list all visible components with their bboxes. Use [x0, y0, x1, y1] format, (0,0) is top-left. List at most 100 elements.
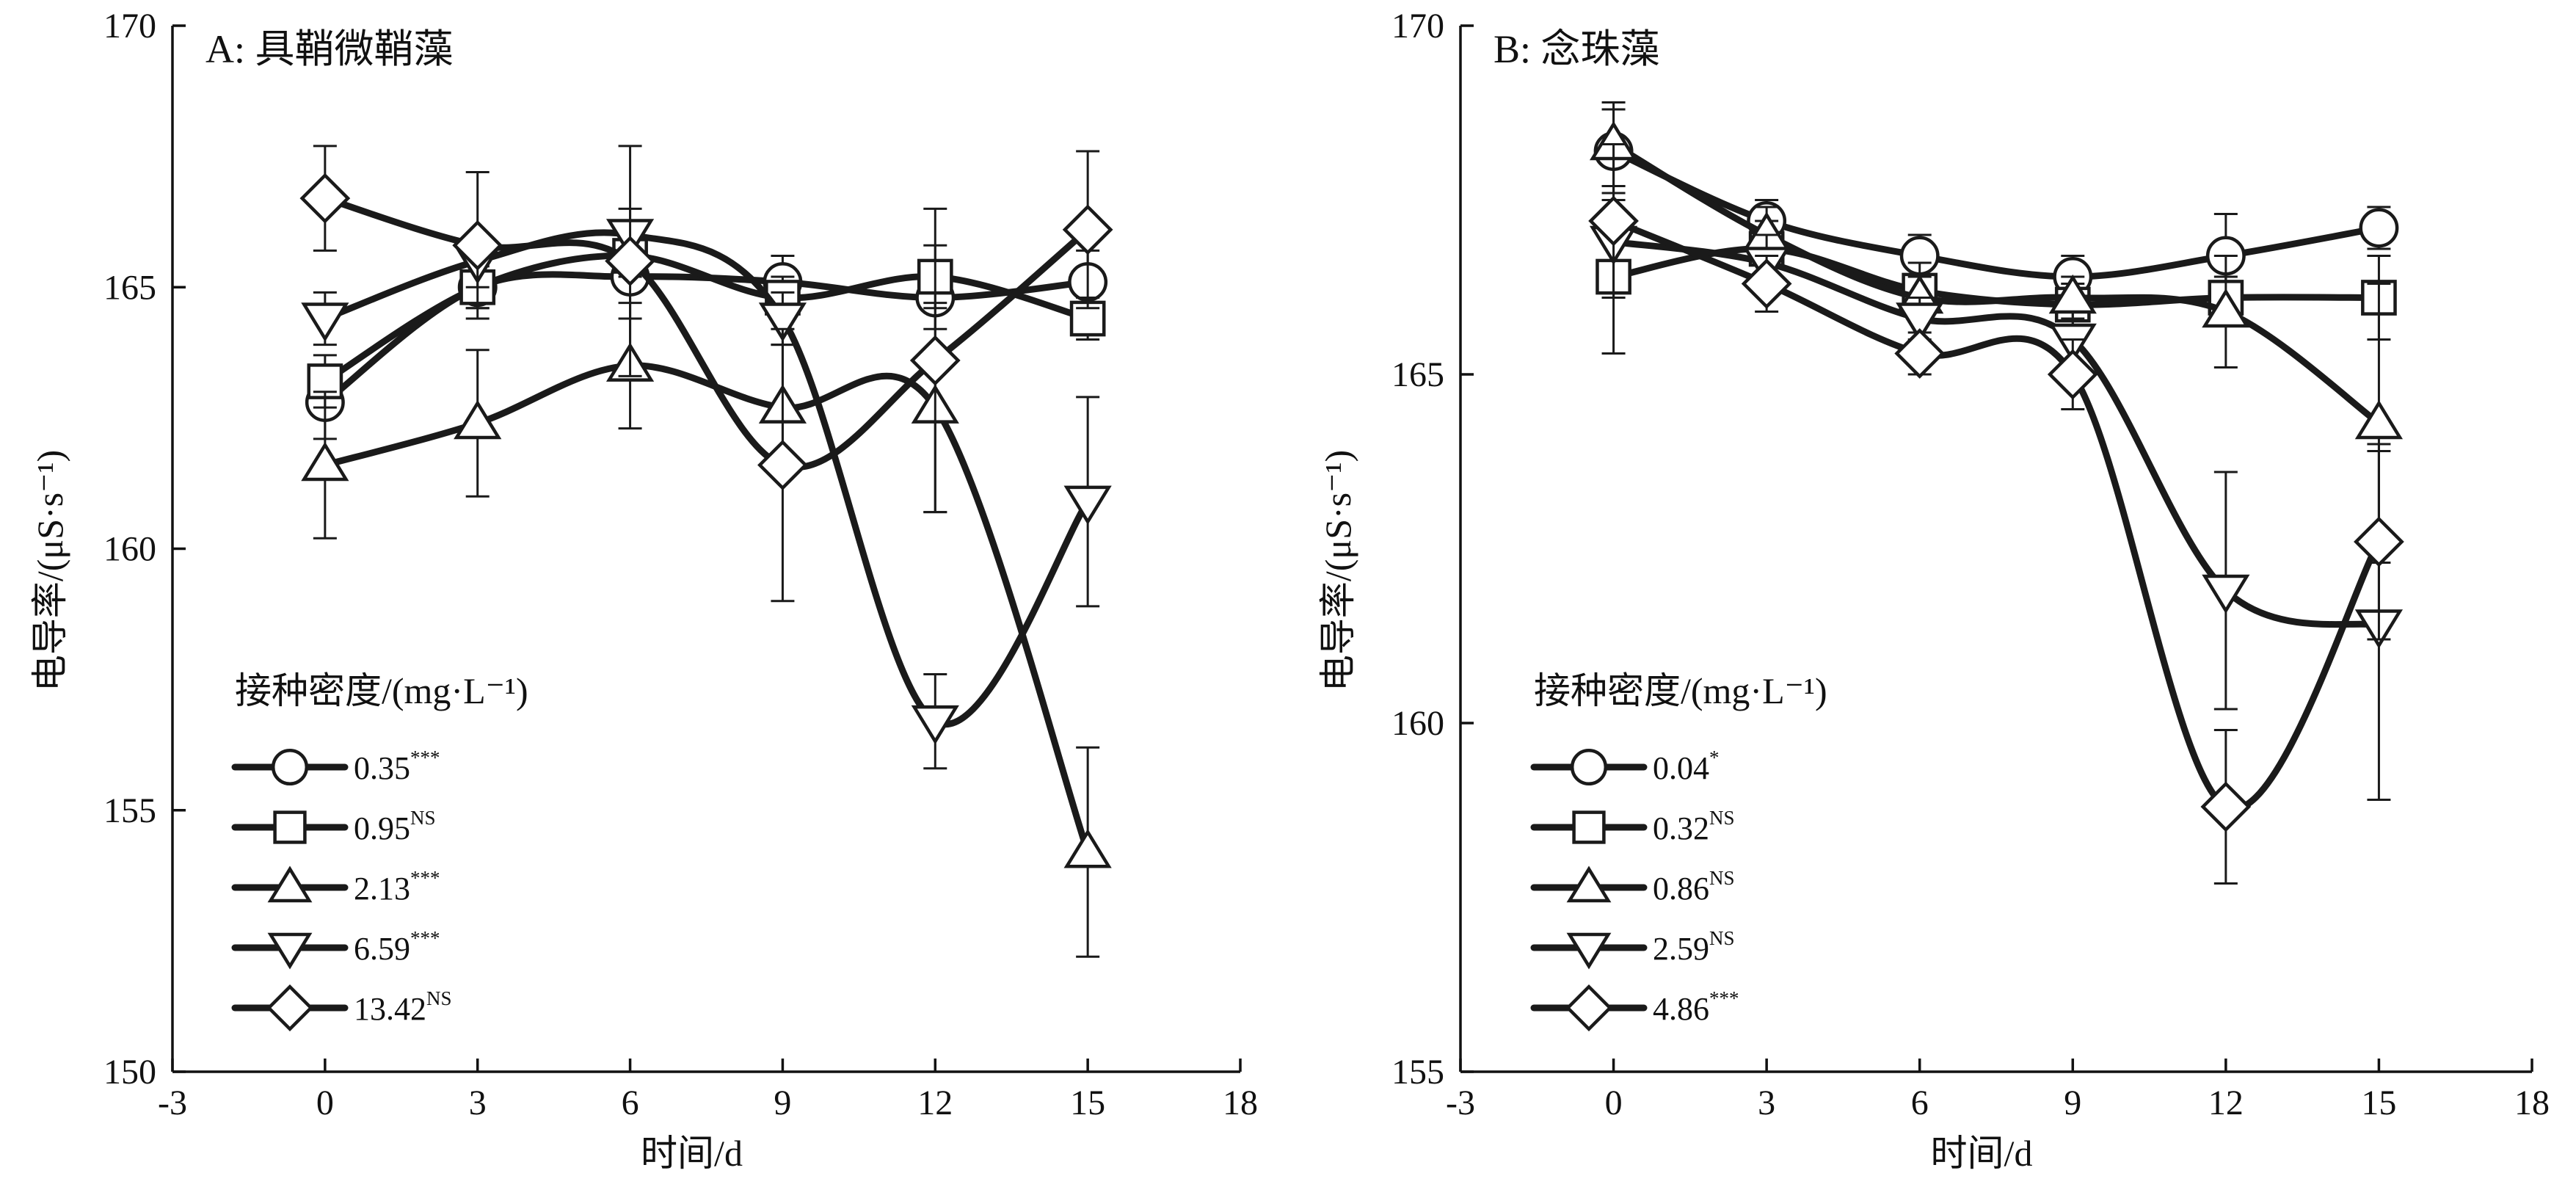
series-13.42 — [299, 145, 1113, 603]
data-point-diamond — [1588, 195, 1639, 247]
legend-title: 接种密度/(mg·L⁻¹) — [235, 670, 528, 711]
legend-entry: 2.13*** — [231, 865, 440, 907]
data-point-diamond — [2200, 781, 2252, 832]
data-point-diamond — [452, 219, 503, 271]
series-0.35 — [305, 233, 1108, 440]
legend-marker-circle — [271, 748, 309, 786]
legend-entry: 0.35*** — [231, 747, 440, 786]
y-tick-label: 165 — [1391, 355, 1444, 394]
legend: 接种密度/(mg·L⁻¹)0.35***0.95NS2.13***6.59***… — [231, 670, 528, 1031]
x-tick-label: 0 — [316, 1083, 334, 1122]
series-line — [321, 362, 1091, 856]
data-point-triangle-down — [2202, 574, 2250, 614]
data-point-diamond — [909, 335, 961, 386]
data-point-triangle-down — [911, 705, 959, 745]
legend-label: 4.86*** — [1653, 987, 1739, 1027]
data-point-diamond — [2354, 516, 2404, 567]
data-point-diamond — [757, 440, 808, 490]
series-line — [1610, 141, 2382, 426]
series-line — [321, 195, 1091, 471]
legend-value: 2.13 — [354, 871, 410, 907]
legend-value: 0.86 — [1653, 871, 1709, 907]
legend-significance: * — [1709, 747, 1720, 769]
legend-marker-triangle-up — [1566, 865, 1612, 903]
legend-label: 2.59NS — [1653, 927, 1735, 967]
legend-significance: *** — [410, 867, 440, 889]
x-tick-label: 15 — [1070, 1083, 1105, 1122]
legend-value: 6.59 — [354, 931, 410, 967]
legend-value: 4.86 — [1653, 991, 1709, 1027]
data-point-diamond — [605, 236, 655, 287]
data-point-triangle-down — [1896, 302, 1944, 342]
legend-marker-diamond — [266, 984, 313, 1031]
x-tick-label: 9 — [774, 1083, 791, 1122]
x-axis-title: 时间/d — [641, 1133, 743, 1174]
legend-entry: 0.86NS — [1530, 865, 1735, 907]
legend-entry: 13.42NS — [231, 984, 452, 1031]
legend-label: 0.95NS — [354, 807, 436, 846]
data-point-triangle-up — [2354, 399, 2404, 440]
data-point-diamond — [1894, 328, 1946, 379]
data-point-triangle-down — [301, 302, 349, 342]
data-point-diamond — [1062, 204, 1113, 255]
y-axis-title: 电导率/(μS·s⁻¹) — [29, 450, 70, 691]
chart-panel-b: -3 0 3 6 9 12 15 18 155 160 165 170 时间/d 电导率/(μS·s⁻¹)… — [1317, 7, 2550, 1174]
series-2.13 — [301, 302, 1112, 958]
x-tick-label: 3 — [1758, 1083, 1775, 1122]
y-tick-label: 165 — [103, 268, 156, 307]
legend-significance: NS — [1709, 927, 1735, 949]
data-point-triangle-down — [1063, 485, 1112, 525]
x-tick-label: 12 — [2208, 1083, 2244, 1122]
data-point-triangle-up — [2202, 288, 2250, 328]
x-tick-label: -3 — [158, 1083, 187, 1122]
legend: 接种密度/(mg·L⁻¹)0.04*0.32NS0.86NS2.59NS4.86… — [1530, 670, 1827, 1031]
x-tick-label: 12 — [917, 1083, 953, 1122]
legend-label: 0.86NS — [1653, 867, 1735, 907]
y-tick-label: 150 — [103, 1053, 156, 1092]
data-point-circle — [2359, 208, 2399, 248]
legend-label: 13.42NS — [354, 987, 452, 1027]
legend-entry: 0.95NS — [231, 807, 436, 846]
legend-significance: NS — [426, 987, 452, 1009]
chart-panel-a: -3 0 3 6 9 12 15 18 150 155 160 165 170 时间/d 电导率/(μS·s… — [29, 7, 1258, 1174]
legend-marker-triangle-down — [1566, 932, 1612, 970]
y-tick-label: 155 — [1391, 1053, 1444, 1092]
legend-label: 0.32NS — [1653, 807, 1735, 846]
legend-marker-triangle-up — [267, 865, 313, 903]
legend-entry: 6.59*** — [231, 927, 440, 970]
data-point-diamond — [299, 173, 351, 224]
legend-label: 2.13*** — [354, 867, 440, 907]
legend-entry: 0.04* — [1530, 747, 1720, 786]
y-tick-label: 160 — [1391, 704, 1444, 743]
y-axis-title: 电导率/(μS·s⁻¹) — [1317, 450, 1358, 691]
y-tick-label: 170 — [103, 7, 156, 46]
legend-significance: NS — [410, 807, 436, 829]
legend-label: 0.35*** — [354, 747, 440, 786]
legend-entry: 2.59NS — [1530, 927, 1735, 970]
legend-marker-diamond — [1565, 984, 1612, 1031]
legend-label: 6.59*** — [354, 927, 440, 967]
y-tick-label: 170 — [1391, 7, 1444, 46]
legend-significance: *** — [410, 927, 440, 949]
panel-title: B: 念珠藻 — [1493, 27, 1660, 71]
legend-title: 接种密度/(mg·L⁻¹) — [1534, 670, 1827, 711]
x-tick-label: 18 — [1223, 1083, 1258, 1122]
x-tick-label: 3 — [469, 1083, 487, 1122]
data-point-diamond — [2047, 349, 2098, 400]
series-0.86 — [1589, 101, 2404, 564]
legend-value: 0.32 — [1653, 810, 1709, 846]
x-tick-label: -3 — [1446, 1083, 1475, 1122]
legend-value: 0.95 — [354, 810, 410, 846]
data-point-triangle-down — [758, 302, 807, 342]
x-tick-label: 15 — [2361, 1083, 2396, 1122]
legend-value: 0.04 — [1653, 750, 1709, 786]
legend-significance: NS — [1709, 867, 1735, 889]
data-point-diamond — [1741, 258, 1792, 309]
x-tick-label: 6 — [1911, 1083, 1929, 1122]
x-axis-title: 时间/d — [1931, 1133, 2033, 1174]
series-4.86 — [1588, 143, 2404, 885]
series-0.32 — [1596, 199, 2397, 355]
x-tick-label: 0 — [1605, 1083, 1623, 1122]
data-point-triangle-up — [1063, 829, 1112, 868]
